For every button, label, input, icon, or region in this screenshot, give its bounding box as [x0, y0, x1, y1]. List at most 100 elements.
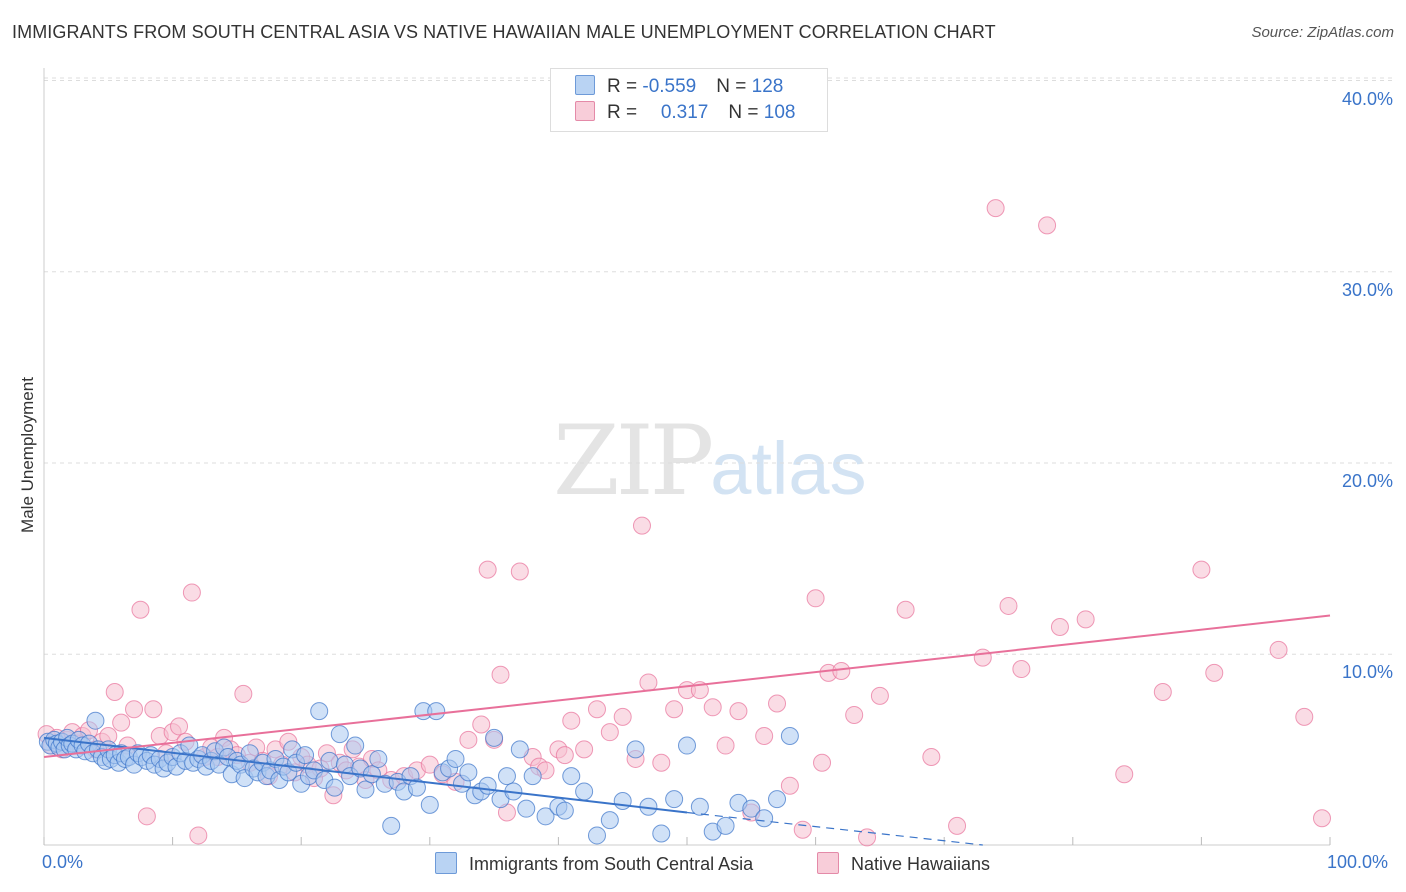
y-tick-label: 20.0% — [1341, 471, 1393, 491]
blue-point — [626, 740, 645, 759]
pink-point — [562, 711, 581, 730]
pink-point — [600, 723, 619, 742]
pink-point — [1192, 560, 1211, 579]
pink-point — [948, 816, 967, 835]
bottom-legend-swatch-blue — [435, 852, 457, 874]
blue-point — [780, 726, 799, 745]
south-central-asia-points — [38, 702, 799, 845]
blue-point — [296, 746, 315, 765]
blue-point — [587, 826, 606, 845]
blue-point — [325, 778, 344, 797]
pink-point — [144, 700, 163, 719]
legend-n-value-blue: 128 — [751, 76, 784, 97]
pink-point — [1295, 707, 1314, 726]
legend-n-label-blue: N = — [716, 76, 752, 97]
pink-point — [1115, 765, 1134, 784]
pink-point — [1012, 660, 1031, 679]
pink-point — [105, 683, 124, 701]
pink-point — [780, 776, 799, 795]
pink-point — [652, 753, 671, 772]
pink-point — [813, 753, 832, 772]
y-tick-label: 10.0% — [1341, 662, 1393, 683]
x-tick-max: 100.0% — [1327, 852, 1389, 872]
blue-point — [420, 795, 439, 814]
pink-point — [1313, 809, 1331, 828]
y-tick-label: 40.0% — [1341, 88, 1393, 109]
legend-n-label-pink: N = — [728, 102, 764, 123]
pink-point — [1050, 617, 1069, 636]
watermark: ZIPatlas — [553, 405, 867, 517]
watermark-zip: ZIP — [553, 405, 714, 517]
blue-point — [510, 740, 529, 759]
blue-point — [742, 799, 761, 818]
pink-point — [665, 700, 684, 719]
pink-point — [832, 661, 851, 680]
pink-point — [170, 717, 189, 736]
pink-point — [896, 600, 915, 619]
blue-point — [613, 792, 632, 811]
pink-point — [189, 826, 208, 845]
bottom-legend-label-pink: Native Hawaiians — [851, 854, 991, 874]
bottom-legend-swatch-pink — [817, 852, 839, 874]
legend-r-value-pink: 0.317 — [660, 102, 709, 123]
bottom-legend-label-blue: Immigrants from South Central Asia — [469, 854, 754, 874]
blue-point — [86, 711, 105, 730]
blue-point — [446, 749, 465, 768]
blue-point — [716, 816, 735, 835]
correlation-legend: R = -0.559 N = 128 R = 0.317 N = 108 — [550, 68, 828, 132]
pink-point — [491, 665, 510, 684]
blue-point — [407, 778, 426, 797]
legend-swatch-pink — [575, 101, 595, 121]
legend-swatch-blue — [575, 75, 595, 95]
pink-point — [1205, 663, 1224, 682]
x-tick-min: 0.0% — [42, 852, 84, 872]
blue-point — [517, 799, 536, 818]
bottom-legend-item-blue: Immigrants from South Central Asia — [435, 852, 753, 875]
source-label: Source: ZipAtlas.com — [1251, 24, 1394, 41]
pink-point — [806, 589, 825, 608]
pink-point — [729, 702, 748, 721]
watermark-atlas: atlas — [710, 427, 867, 510]
blue-trend-line — [43, 736, 688, 814]
blue-point — [768, 790, 787, 809]
trend-lines — [43, 614, 1331, 846]
pink-point — [768, 694, 787, 713]
pink-point — [999, 596, 1018, 615]
blue-point — [665, 790, 684, 809]
blue-point — [459, 763, 478, 782]
chart-title: IMMIGRANTS FROM SOUTH CENTRAL ASIA VS NA… — [12, 22, 996, 42]
blue-point — [755, 809, 774, 828]
gridlines — [44, 77, 1392, 655]
legend-row-pink: R = 0.317 N = 108 — [575, 101, 795, 127]
blue-point — [346, 736, 365, 755]
blue-point — [690, 797, 709, 816]
legend-row-blue: R = -0.559 N = 128 — [575, 75, 783, 101]
axes — [43, 68, 1331, 846]
blue-point — [382, 816, 401, 835]
pink-point — [112, 713, 131, 732]
pink-point — [973, 648, 992, 667]
pink-point — [703, 698, 722, 717]
legend-r-label-blue: R = — [607, 76, 643, 97]
pink-point — [510, 562, 529, 581]
blue-point — [555, 801, 574, 820]
blue-point — [330, 725, 349, 744]
bottom-legend-item-pink: Native Hawaiians — [817, 852, 990, 875]
blue-trend-extension — [686, 811, 983, 846]
blue-point — [652, 824, 671, 843]
blue-point — [485, 728, 504, 747]
pink-point — [555, 746, 574, 765]
blue-point — [427, 702, 446, 721]
pink-point — [716, 736, 735, 755]
blue-point — [478, 776, 497, 795]
blue-point — [575, 782, 594, 801]
legend-n-value-pink: 108 — [763, 102, 796, 123]
blue-point — [320, 751, 339, 770]
pink-point — [182, 583, 201, 602]
blue-point — [536, 807, 555, 826]
pink-point — [575, 740, 594, 759]
pink-trend-line — [43, 614, 1331, 759]
pink-point — [137, 807, 156, 826]
blue-point — [356, 780, 375, 799]
